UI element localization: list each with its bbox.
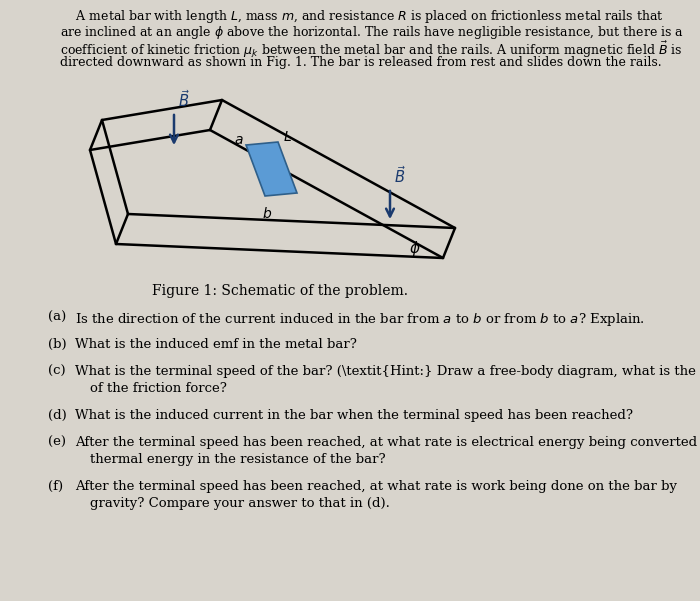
Text: $b$: $b$ (262, 206, 272, 221)
Polygon shape (246, 142, 297, 196)
Text: What is the induced current in the bar when the terminal speed has been reached?: What is the induced current in the bar w… (75, 409, 633, 422)
Text: $L$: $L$ (283, 130, 292, 144)
Text: (a): (a) (48, 311, 66, 324)
Text: $\phi$: $\phi$ (410, 239, 421, 257)
Text: coefficient of kinetic friction $\mu_k$ between the metal bar and the rails. A u: coefficient of kinetic friction $\mu_k$ … (60, 40, 682, 60)
Text: (c): (c) (48, 365, 66, 378)
Text: What is the terminal speed of the bar? (\textit{Hint:} Draw a free-body diagram,: What is the terminal speed of the bar? (… (75, 365, 700, 378)
Text: What is the induced emf in the metal bar?: What is the induced emf in the metal bar… (75, 338, 357, 351)
Text: $a$: $a$ (234, 133, 244, 147)
Text: thermal energy in the resistance of the bar?: thermal energy in the resistance of the … (90, 453, 386, 466)
Text: $\vec{B}$: $\vec{B}$ (394, 165, 406, 186)
Text: of the friction force?: of the friction force? (90, 382, 227, 395)
Text: (e): (e) (48, 436, 66, 449)
Text: directed downward as shown in Fig. 1. The bar is released from rest and slides d: directed downward as shown in Fig. 1. Th… (60, 56, 662, 69)
Text: $\vec{B}$: $\vec{B}$ (178, 89, 190, 110)
Text: A metal bar with length $L$, mass $m$, and resistance $R$ is placed on frictionl: A metal bar with length $L$, mass $m$, a… (60, 8, 664, 25)
Text: gravity? Compare your answer to that in (d).: gravity? Compare your answer to that in … (90, 497, 390, 510)
Text: (f): (f) (48, 480, 63, 493)
Text: After the terminal speed has been reached, at what rate is electrical energy bei: After the terminal speed has been reache… (75, 436, 700, 449)
Text: (d): (d) (48, 409, 66, 422)
Text: (b): (b) (48, 338, 66, 351)
Text: After the terminal speed has been reached, at what rate is work being done on th: After the terminal speed has been reache… (75, 480, 677, 493)
Text: Figure 1: Schematic of the problem.: Figure 1: Schematic of the problem. (152, 284, 408, 298)
Text: Is the direction of the current induced in the bar from $a$ to $b$ or from $b$ t: Is the direction of the current induced … (75, 311, 645, 328)
Text: are inclined at an angle $\phi$ above the horizontal. The rails have negligible : are inclined at an angle $\phi$ above th… (60, 24, 684, 41)
